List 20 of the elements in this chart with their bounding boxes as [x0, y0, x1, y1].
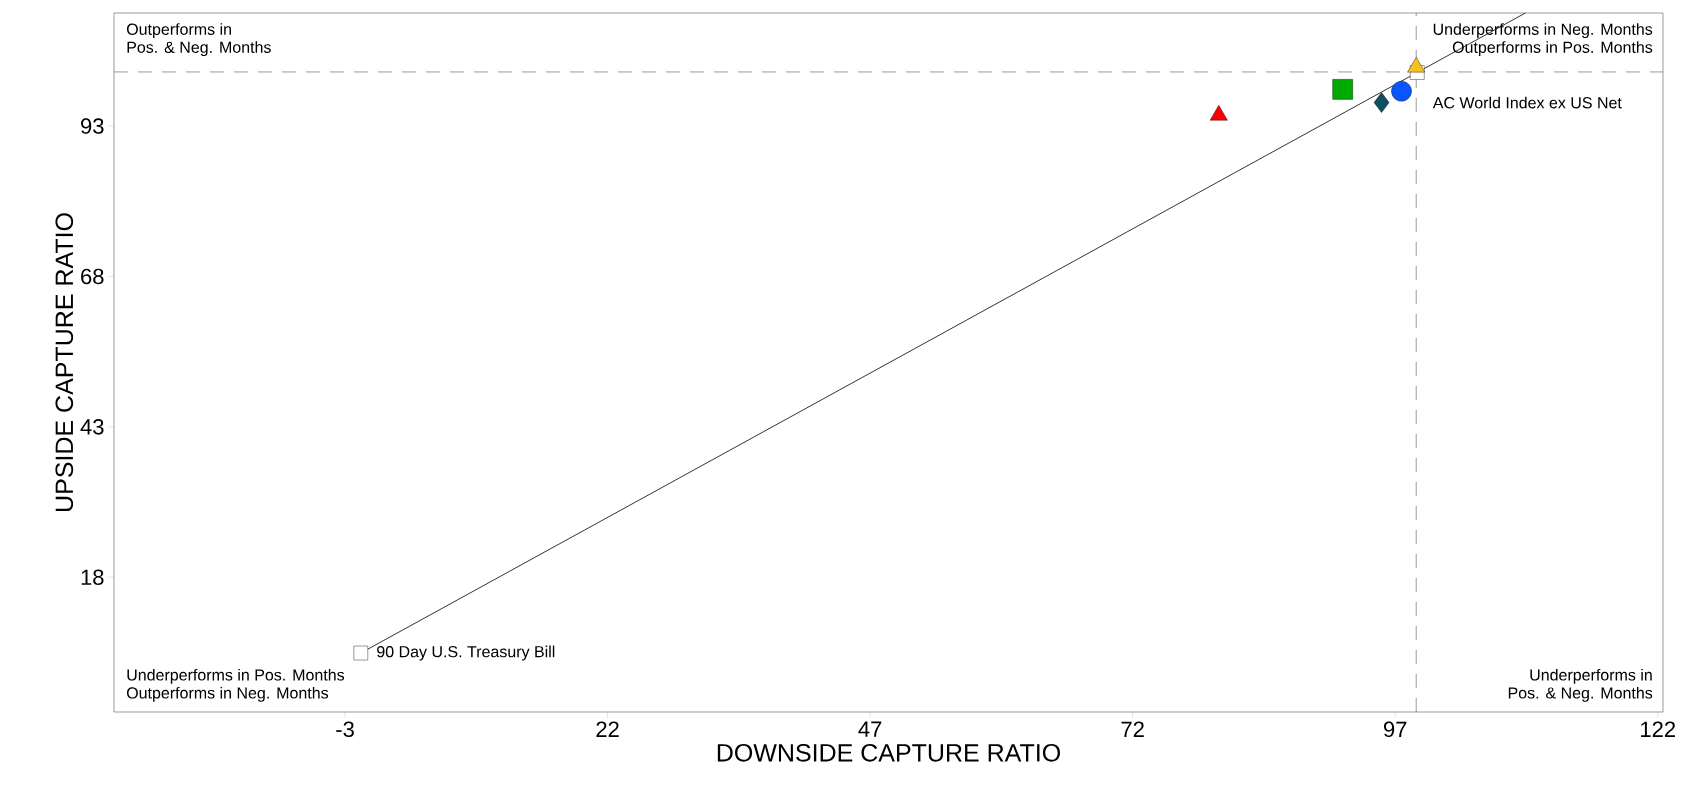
- y-tick-label: 18: [81, 569, 104, 586]
- x-tick-label: 97: [1384, 721, 1407, 738]
- x-tick-label: 72: [1121, 721, 1144, 737]
- x-tick-label: 122: [1641, 721, 1675, 737]
- annotation: Underperforms in: [1530, 668, 1652, 684]
- annotation: Outperforms in: [126, 23, 231, 39]
- annotation: Pos. & Neg. Months: [127, 41, 271, 57]
- x-tick-label: -3: [336, 721, 354, 738]
- x-tick-label: 22: [596, 721, 619, 737]
- x-axis-title: DOWNSIDE CAPTURE RATIO: [717, 743, 1061, 762]
- x-tick-label: 47: [858, 721, 882, 737]
- y-axis-title: UPSIDE CAPTURE RATIO: [55, 213, 74, 512]
- series-label: 90 Day U.S. Treasury Bill: [377, 645, 555, 661]
- annotation: Underperforms in Pos. Months: [127, 668, 345, 684]
- y-tick-label: 43: [80, 419, 104, 435]
- y-tick-label: 68: [81, 268, 104, 285]
- series-label: AC World Index ex US Net: [1432, 96, 1622, 109]
- annotation: Pos. & Neg. Months: [1508, 686, 1653, 702]
- annotation: Outperforms in Neg. Months: [126, 686, 329, 702]
- y-tick-label: 93: [81, 118, 104, 134]
